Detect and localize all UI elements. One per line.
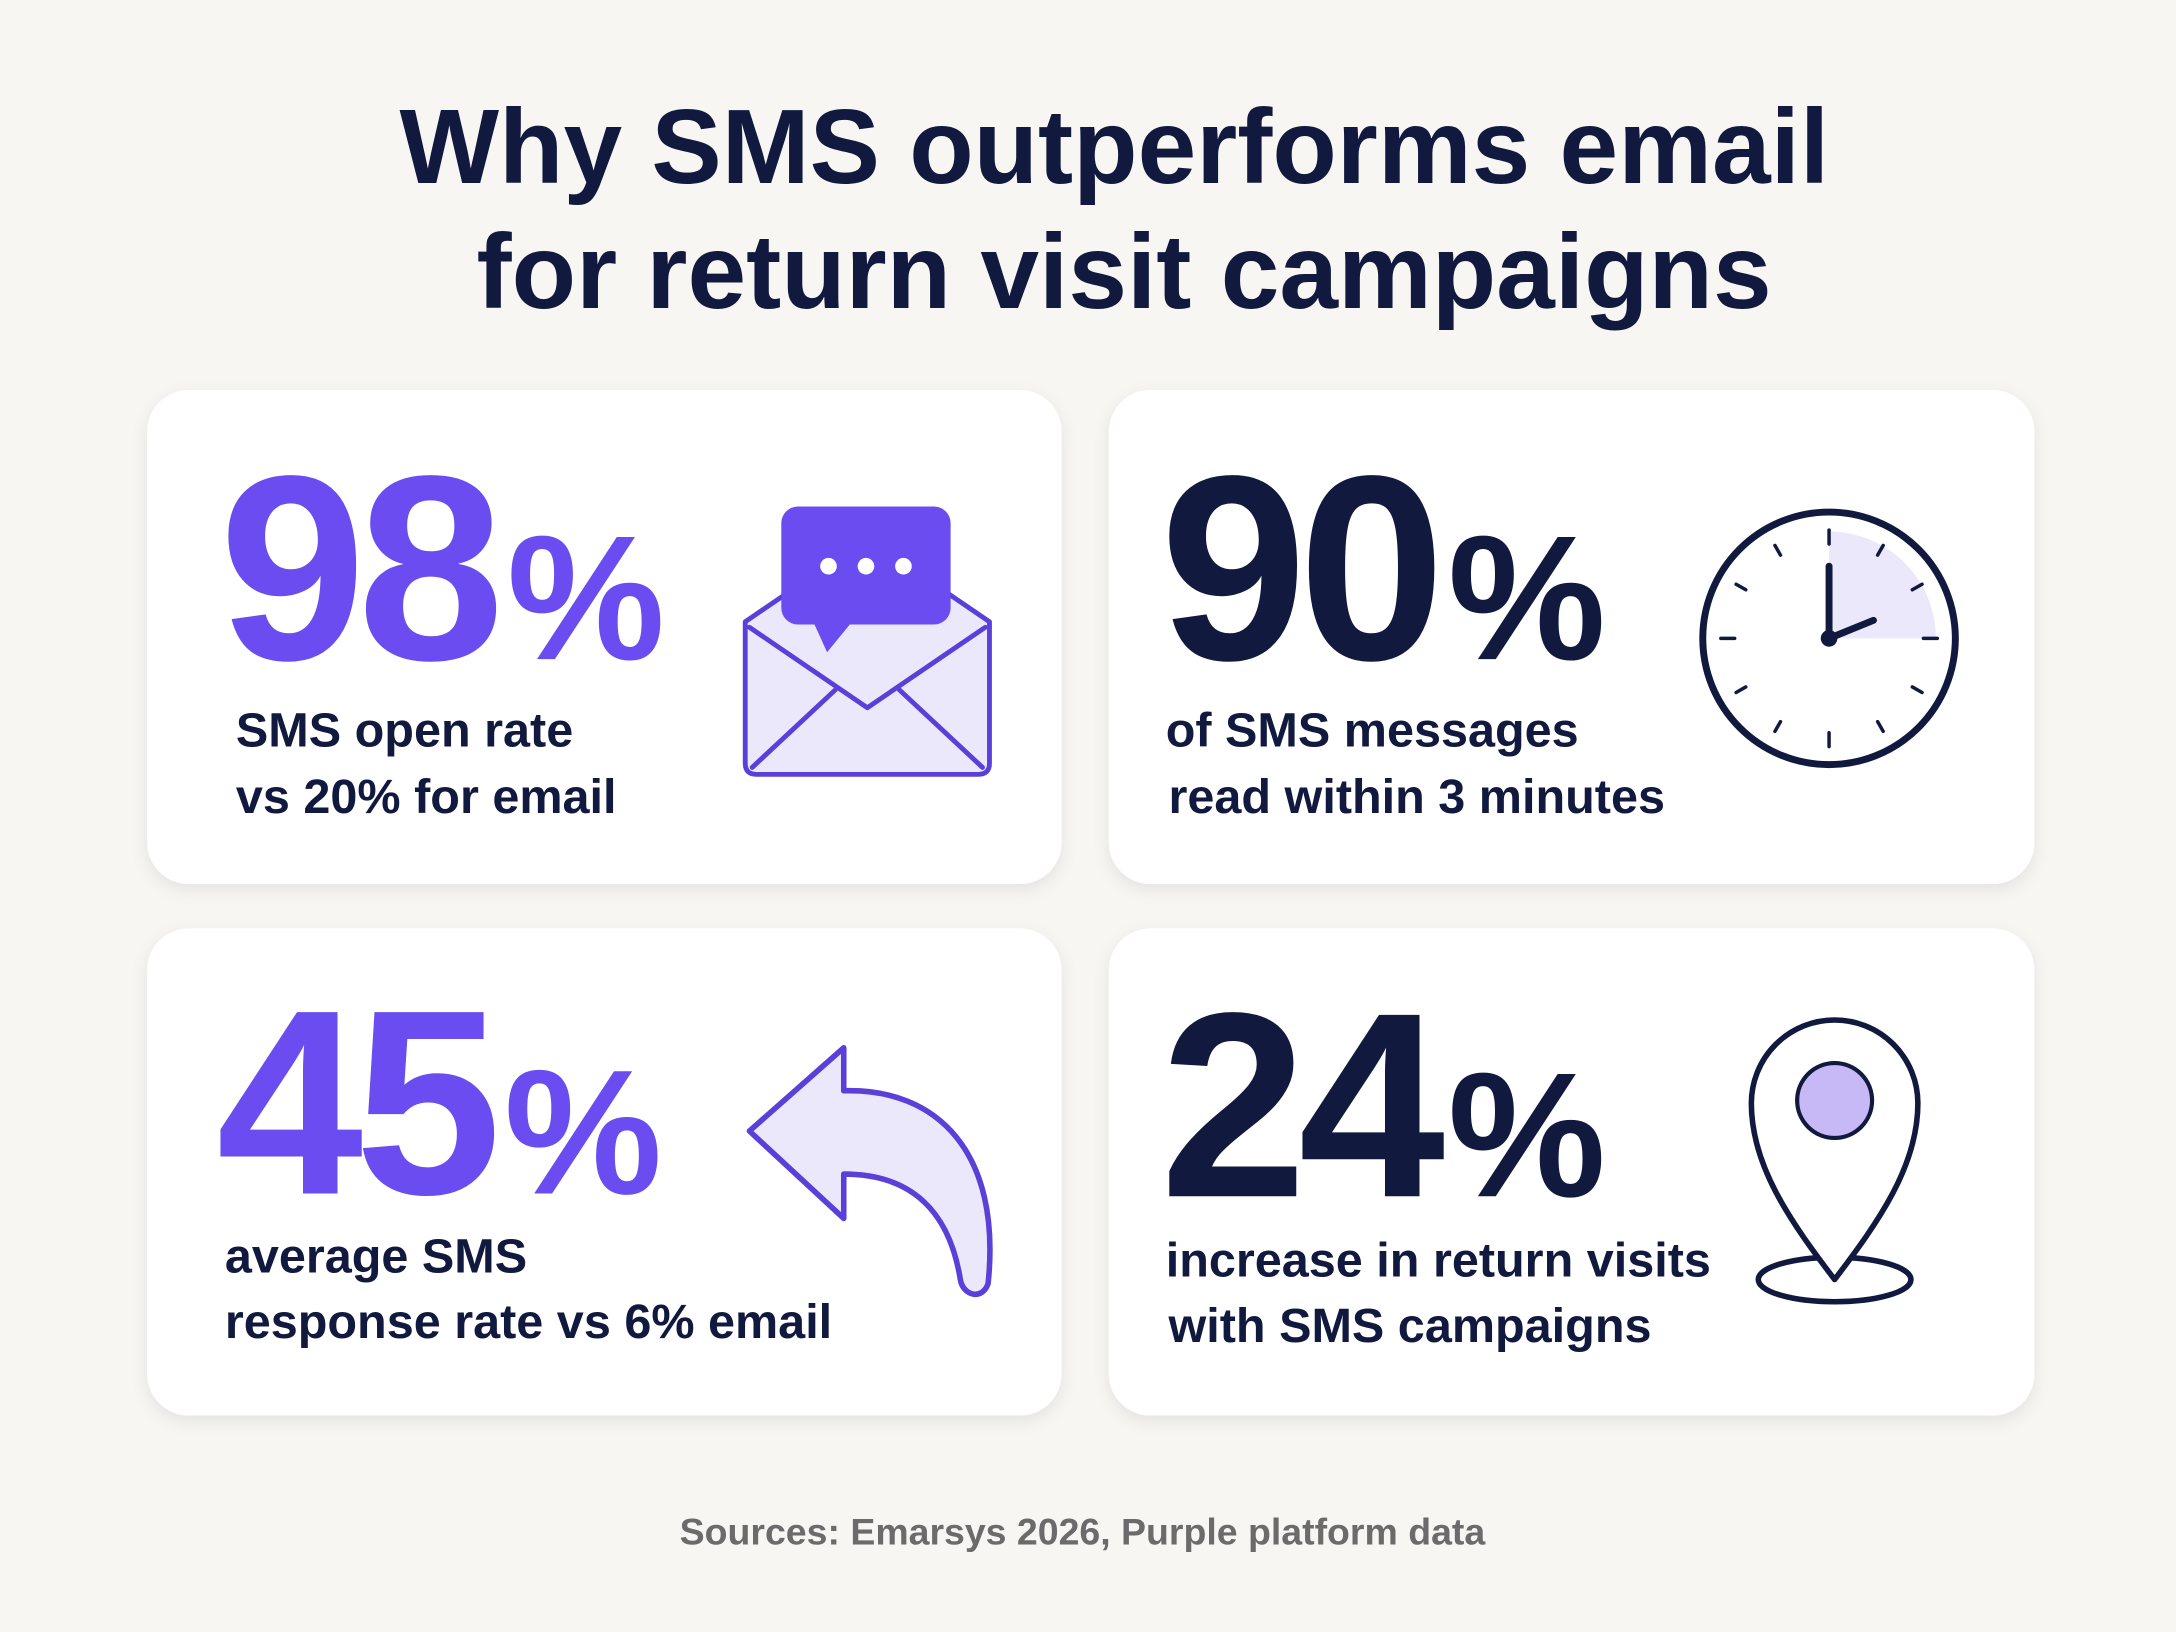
description: average SMS xyxy=(225,1230,527,1284)
description: response rate vs 6% email xyxy=(225,1295,832,1349)
pin-icon xyxy=(1748,1017,1921,1305)
reply-icon xyxy=(746,1044,993,1297)
stat: 24% xyxy=(1160,957,1606,1252)
envelope-icon xyxy=(742,506,992,777)
stat-number: 45 xyxy=(216,954,494,1249)
title-line: Why SMS outperforms email xyxy=(400,89,1830,206)
description: increase in return visits xyxy=(1166,1234,1711,1288)
card xyxy=(147,928,1062,1416)
stat-unit: % xyxy=(1448,498,1606,697)
stat: 45% xyxy=(216,954,662,1249)
stat-number: 24 xyxy=(1160,957,1447,1252)
description: SMS open rate xyxy=(236,704,573,758)
clock-icon xyxy=(1699,508,1959,769)
stat-unit: % xyxy=(1448,1035,1606,1234)
description: read within 3 minutes xyxy=(1168,770,1665,824)
source-note: Sources: Emarsys 2026, Purple platform d… xyxy=(680,1511,1487,1553)
stat: 98% xyxy=(219,420,665,715)
stat: 90% xyxy=(1160,420,1606,715)
description: with SMS campaigns xyxy=(1167,1299,1651,1353)
stat-number: 98 xyxy=(219,420,497,715)
stat-unit: % xyxy=(507,498,665,697)
stat-unit: % xyxy=(504,1032,662,1231)
title-line: for return visit campaigns xyxy=(477,214,1772,331)
description: of SMS messages xyxy=(1166,704,1579,758)
stat-number: 90 xyxy=(1160,420,1437,715)
description: vs 20% for email xyxy=(236,770,617,824)
